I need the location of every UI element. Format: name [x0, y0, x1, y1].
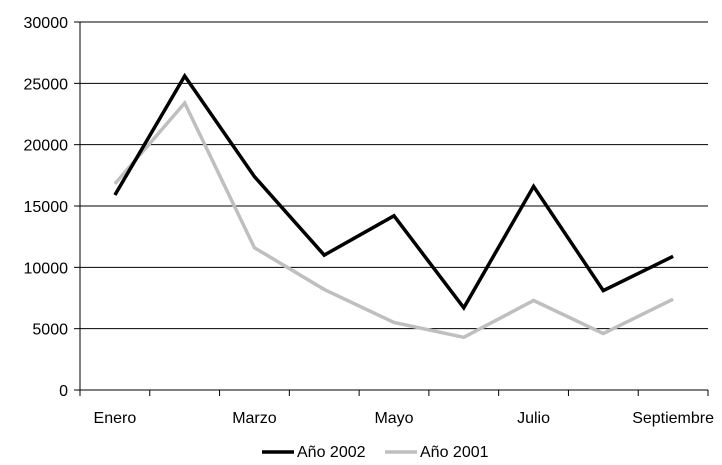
x-tick-label: Septiembre: [632, 410, 714, 427]
y-axis-tick-labels: 0 5000 10000 15000 20000 25000 30000: [24, 15, 69, 400]
legend: Año 2002 Año 2001: [262, 444, 489, 461]
series-line: [113, 99, 674, 340]
series-lines: [113, 72, 674, 340]
y-tick-label: 10000: [24, 260, 69, 277]
x-tick-label: Enero: [94, 410, 137, 427]
gridlines: [80, 21, 708, 330]
y-tick-label: 25000: [24, 76, 69, 93]
y-tick-label: 20000: [24, 138, 69, 155]
series-line: [113, 72, 674, 311]
x-tick-label: Marzo: [232, 410, 277, 427]
x-axis-tick-labels: Enero Marzo Mayo Julio Septiembre: [94, 410, 715, 427]
axes: [74, 21, 709, 396]
y-tick-label: 0: [59, 383, 68, 400]
x-tick-label: Julio: [517, 410, 550, 427]
y-tick-label: 15000: [24, 199, 69, 216]
y-tick-label: 30000: [24, 15, 69, 32]
legend-label: Año 2001: [420, 444, 489, 461]
legend-label: Año 2002: [297, 444, 366, 461]
y-tick-label: 5000: [32, 322, 68, 339]
x-tick-label: Mayo: [374, 410, 413, 427]
